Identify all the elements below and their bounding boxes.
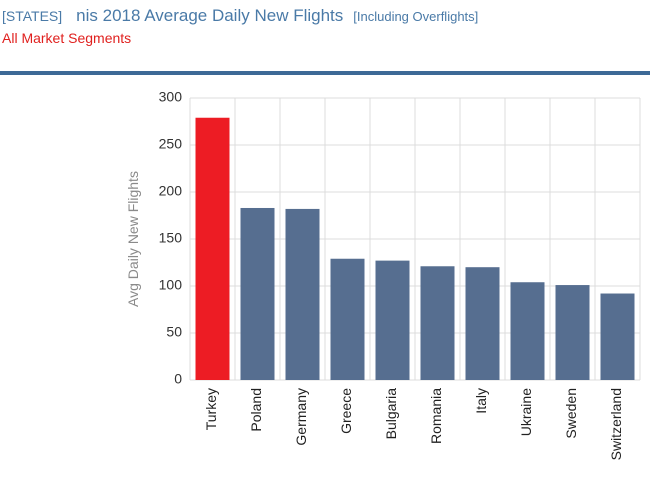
x-label-ukraine: Ukraine: [518, 388, 534, 436]
x-label-switzerland: Switzerland: [608, 388, 624, 460]
x-label-germany: Germany: [293, 388, 309, 446]
x-label-sweden: Sweden: [563, 388, 579, 439]
x-label-poland: Poland: [248, 388, 264, 432]
bar-ukraine: [510, 282, 545, 380]
gridlines: [189, 97, 641, 381]
y-axis-ticks: 0 50 100 150 200 250 300: [159, 89, 183, 387]
overflights-note: [Including Overflights]: [353, 9, 479, 24]
bar-switzerland: [600, 293, 635, 380]
x-label-italy: Italy: [473, 388, 489, 414]
x-label-bulgaria: Bulgaria: [383, 388, 399, 440]
x-label-turkey: Turkey: [203, 388, 219, 430]
bar-chart: 0 50 100 150 200 250 300 Turkey Poland Germany Gr…: [125, 89, 641, 461]
y-tick-label: 300: [159, 89, 183, 105]
x-label-romania: Romania: [428, 388, 444, 444]
y-tick-label: 200: [159, 183, 183, 199]
bar-italy: [465, 267, 500, 380]
y-tick-label: 100: [159, 277, 183, 293]
states-label: [STATES]: [2, 8, 63, 24]
chart-header: [STATES] nis 2018 Average Daily New Flig…: [2, 6, 478, 46]
y-tick-label: 50: [166, 324, 182, 340]
bar-romania: [420, 266, 455, 380]
y-tick-label: 0: [174, 371, 182, 387]
header-title-line: [STATES] nis 2018 Average Daily New Flig…: [2, 6, 478, 26]
chart-title: nis 2018 Average Daily New Flights: [76, 6, 344, 25]
bar-sweden: [555, 285, 590, 380]
x-label-greece: Greece: [338, 388, 354, 434]
bar-germany: [285, 208, 320, 380]
x-axis-labels: Turkey Poland Germany Greece Bulgaria Romania…: [203, 388, 624, 461]
header-divider: [0, 71, 650, 75]
market-segment-label: All Market Segments: [2, 30, 132, 46]
bar-poland: [240, 207, 275, 380]
bar-greece: [330, 258, 365, 380]
bar-turkey: [195, 117, 230, 381]
y-tick-label: 250: [159, 136, 183, 152]
y-tick-label: 150: [159, 230, 183, 246]
y-axis-title: Avg Daily New Flights: [125, 171, 141, 307]
bars: [195, 117, 635, 381]
bar-bulgaria: [375, 260, 410, 380]
